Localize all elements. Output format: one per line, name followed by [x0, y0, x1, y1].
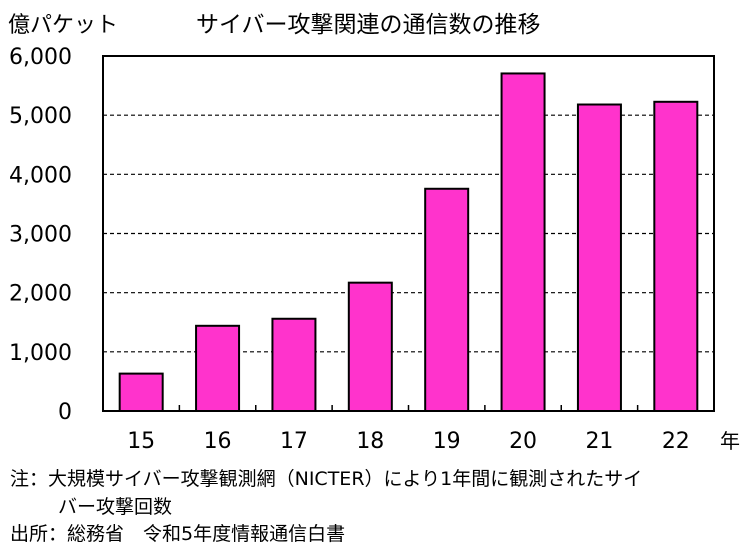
- x-tick-label: 17: [280, 429, 308, 454]
- chart-title: サイバー攻撃関連の通信数の推移: [196, 12, 541, 38]
- bar-19: [424, 187, 470, 412]
- bar-17: [271, 317, 317, 412]
- x-tick-label: 16: [204, 429, 232, 454]
- bar-chart: 億パケット サイバー攻撃関連の通信数の推移 0 1,000 2,000 3,000 4,…: [8, 12, 740, 454]
- note-line-1: 注：大規模サイバー攻撃観測網（NICTER）により1年間に観測されたサイ: [10, 468, 643, 490]
- bar-18: [347, 281, 393, 413]
- x-tick-label: 21: [585, 429, 613, 454]
- y-tick-label: 2,000: [9, 282, 72, 307]
- y-tick-label: 6,000: [9, 45, 72, 70]
- bar-16: [195, 324, 241, 412]
- note-line-2: バー攻撃回数: [58, 496, 173, 518]
- x-tick-label: 19: [433, 429, 461, 454]
- y-tick-label: 4,000: [9, 163, 72, 188]
- source-note: 出所：総務省 令和5年度情報通信白書: [10, 523, 346, 545]
- plot-frame: [102, 55, 715, 412]
- bar-15: [118, 372, 164, 412]
- x-tick-label: 18: [356, 429, 384, 454]
- x-tick-label: 20: [509, 429, 537, 454]
- y-tick-label: 5,000: [9, 104, 72, 129]
- x-tick-label: 22: [662, 429, 690, 454]
- bar-22: [653, 100, 699, 412]
- bar-21: [576, 103, 622, 413]
- bar-20: [500, 72, 546, 413]
- x-axis-unit-label: 年: [720, 429, 740, 453]
- y-tick-label: 1,000: [9, 341, 72, 366]
- y-axis-unit-label: 億パケット: [8, 13, 118, 38]
- x-tick-label: 15: [127, 429, 155, 454]
- y-tick-label: 0: [58, 400, 72, 425]
- y-tick-label: 3,000: [9, 223, 72, 248]
